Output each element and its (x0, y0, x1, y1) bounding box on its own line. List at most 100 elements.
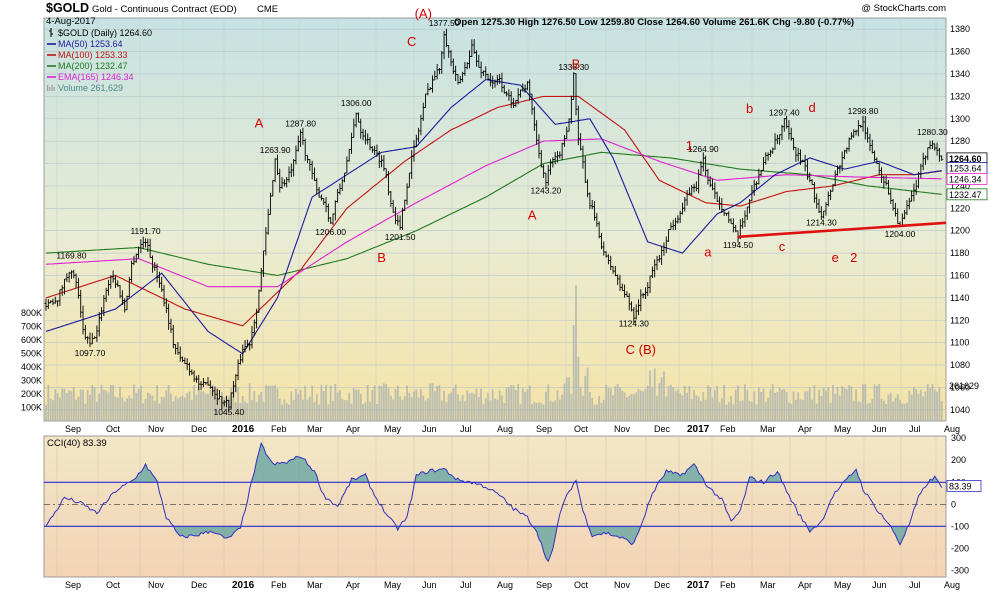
volume-bar (494, 398, 496, 421)
volume-bar (267, 385, 270, 421)
volume-bar (649, 370, 651, 421)
volume-bar (783, 388, 786, 421)
month-label: Nov (148, 580, 165, 590)
volume-bar (269, 385, 272, 421)
month-label: Mar (307, 424, 323, 434)
volume-bar (165, 390, 168, 421)
volume-bar (290, 391, 293, 421)
volume-bar (739, 401, 742, 421)
volume-tick-label: 500K (21, 349, 42, 359)
volume-bar (200, 391, 202, 421)
volume-bar (352, 388, 355, 421)
volume-bar (47, 384, 50, 421)
volume-bar (762, 388, 765, 421)
volume-bar (408, 392, 411, 421)
legend-item: MA(50) 1253.64 (47, 39, 123, 49)
volume-bar (84, 403, 87, 421)
month-label: Apr (346, 580, 360, 590)
volume-bar (894, 397, 897, 421)
volume-bar (806, 391, 809, 421)
price-tick-label: 1240 (950, 181, 970, 191)
volume-bar (241, 396, 244, 421)
volume-bar (285, 403, 288, 421)
volume-bar (644, 389, 647, 421)
volume-bar (325, 384, 327, 421)
volume-bar (179, 396, 182, 421)
volume-bar (459, 400, 462, 421)
volume-bar (498, 390, 501, 421)
month-label: Jul (909, 580, 921, 590)
volume-bar (79, 389, 82, 421)
month-label: Jul (460, 424, 472, 434)
volume-bar (248, 383, 251, 421)
last-value-text: 1246.34 (949, 174, 982, 184)
volume-bar (438, 384, 441, 421)
volume-bar (61, 388, 64, 421)
volume-bar (892, 401, 894, 421)
volume-bar (119, 386, 121, 421)
volume-bar (820, 396, 823, 421)
volume-bar (531, 404, 533, 421)
legend-item: MA(100) 1253.33 (47, 50, 128, 60)
volume-bar (628, 396, 631, 421)
month-label: Jun (422, 424, 437, 434)
volume-bar (431, 383, 434, 421)
volume-bar (244, 401, 246, 421)
volume-bar (526, 389, 529, 421)
volume-bar (433, 391, 436, 421)
month-label: Apr (346, 424, 360, 434)
volume-bar (908, 391, 911, 421)
volume-bar (253, 391, 256, 421)
volume-bar (181, 395, 184, 421)
cci-tick-label: -300 (951, 565, 969, 575)
symbol: $GOLD (46, 1, 89, 15)
volume-bar (281, 404, 283, 421)
month-label: Jun (422, 580, 437, 590)
volume-bar (811, 399, 813, 421)
volume-bar (869, 403, 871, 421)
legend-swatch (47, 85, 49, 91)
volume-bar (274, 385, 277, 421)
volume-bar (808, 387, 811, 421)
volume-bar (454, 384, 457, 421)
month-label: Feb (720, 580, 736, 590)
volume-bar (70, 391, 73, 421)
month-label: Mar (760, 580, 776, 590)
volume-bar (100, 384, 103, 421)
legend-text: EMA(165) 1246.34 (58, 72, 134, 82)
volume-bar (635, 392, 638, 421)
volume-bar (49, 398, 52, 421)
volume-tick-label: 600K (21, 335, 42, 345)
volume-bar (681, 395, 684, 421)
legend-text: MA(200) 1232.47 (58, 61, 128, 71)
volume-bar (475, 388, 478, 421)
price-label: 1214.30 (806, 218, 837, 228)
volume-bar (660, 377, 663, 421)
volume-bar (359, 394, 362, 421)
volume-bar (489, 400, 492, 421)
volume-bar (727, 401, 730, 421)
volume-bar (123, 401, 126, 421)
volume-bar (855, 389, 857, 421)
volume-tick-label: 100K (21, 403, 42, 413)
volume-bar (700, 400, 702, 421)
support-trendline (737, 221, 947, 239)
volume-bar (720, 398, 723, 421)
volume-bar (311, 385, 314, 421)
volume-bar (836, 387, 839, 421)
volume-bar (584, 375, 587, 421)
volume-bar (91, 384, 94, 421)
volume-bar (669, 385, 672, 421)
volume-bar (218, 399, 221, 421)
volume-bar (505, 388, 508, 421)
volume-bar (158, 403, 161, 421)
volume-bar (899, 399, 901, 421)
volume-bar (507, 387, 510, 421)
volume-bar (734, 389, 737, 421)
month-label: Jun (872, 424, 887, 434)
volume-bar (207, 393, 209, 421)
month-label: Dec (654, 424, 671, 434)
volume-bar (570, 394, 573, 421)
volume-bar (209, 389, 212, 421)
volume-bar (924, 391, 927, 421)
